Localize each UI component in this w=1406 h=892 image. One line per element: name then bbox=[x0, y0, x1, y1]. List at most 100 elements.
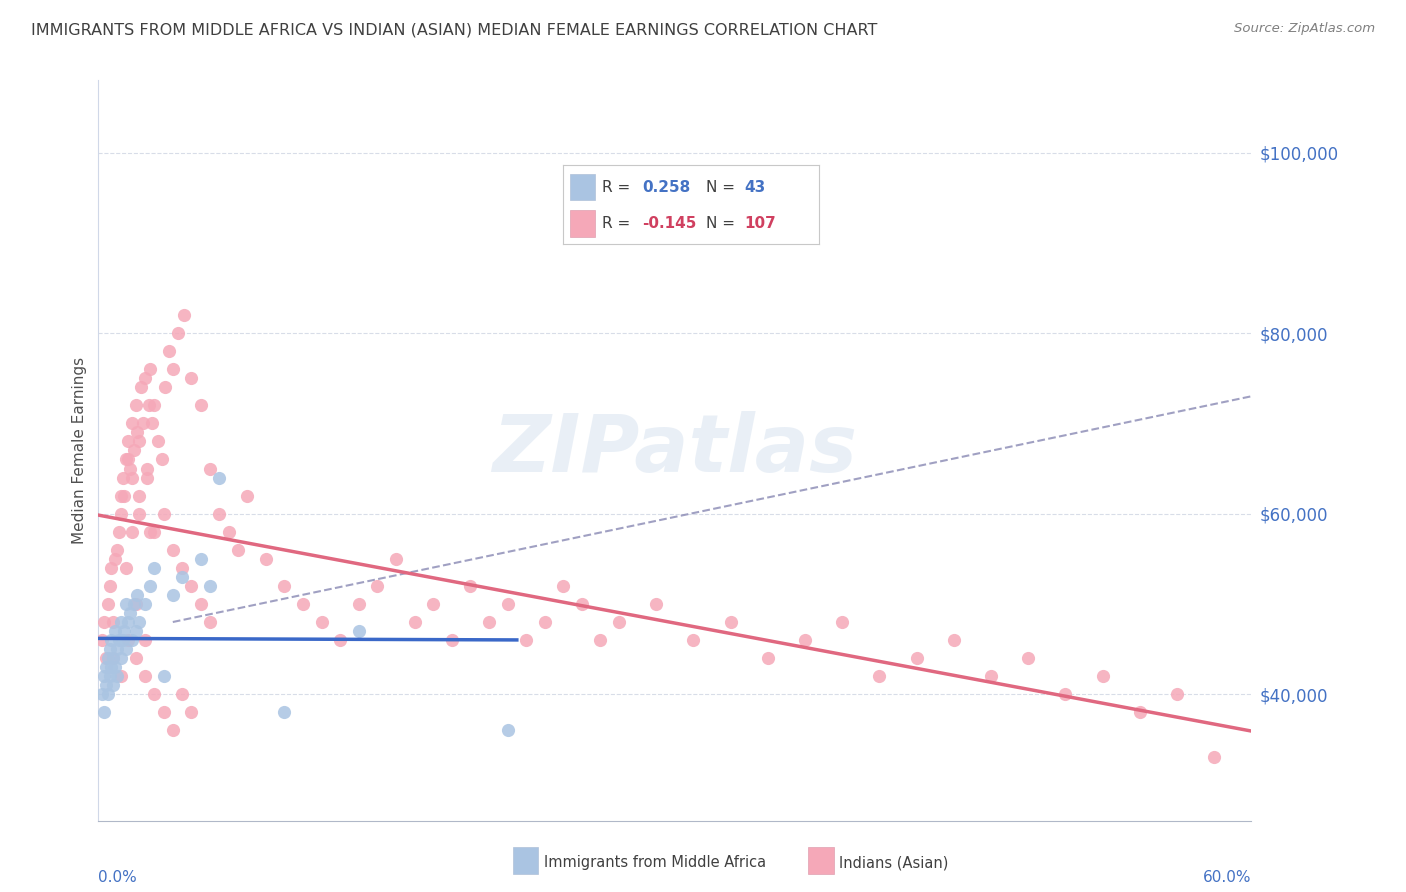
Point bbox=[97, 651, 120, 665]
Point bbox=[329, 633, 352, 648]
Point bbox=[162, 723, 184, 738]
Point bbox=[94, 660, 117, 674]
Point bbox=[104, 551, 127, 566]
Point bbox=[143, 524, 166, 539]
Point bbox=[91, 687, 114, 701]
Point bbox=[128, 615, 150, 629]
Point bbox=[98, 579, 121, 593]
Point bbox=[291, 597, 314, 611]
Point bbox=[198, 615, 221, 629]
Point bbox=[236, 489, 259, 503]
Point bbox=[1166, 687, 1188, 701]
Point bbox=[146, 434, 169, 449]
Point bbox=[100, 660, 122, 674]
Point bbox=[190, 551, 212, 566]
Point bbox=[110, 615, 132, 629]
Text: R =: R = bbox=[602, 179, 636, 194]
Point bbox=[128, 489, 150, 503]
Point bbox=[127, 588, 149, 602]
Point bbox=[110, 507, 132, 521]
Point bbox=[122, 597, 145, 611]
Text: IMMIGRANTS FROM MIDDLE AFRICA VS INDIAN (ASIAN) MEDIAN FEMALE EARNINGS CORRELATI: IMMIGRANTS FROM MIDDLE AFRICA VS INDIAN … bbox=[31, 22, 877, 37]
Point bbox=[132, 417, 155, 431]
Point bbox=[496, 723, 519, 738]
Point bbox=[103, 651, 125, 665]
Point bbox=[122, 443, 145, 458]
Point bbox=[385, 551, 408, 566]
Point bbox=[190, 597, 212, 611]
Point bbox=[124, 597, 146, 611]
FancyBboxPatch shape bbox=[571, 211, 595, 236]
Point bbox=[208, 470, 231, 484]
Point bbox=[100, 633, 122, 648]
Point bbox=[117, 434, 139, 449]
Point bbox=[134, 669, 156, 683]
Text: 0.258: 0.258 bbox=[643, 179, 690, 194]
Point bbox=[114, 624, 136, 638]
Point bbox=[198, 579, 221, 593]
Point bbox=[98, 642, 121, 657]
Point bbox=[404, 615, 426, 629]
Point bbox=[273, 579, 295, 593]
Point bbox=[121, 524, 143, 539]
Point bbox=[110, 651, 132, 665]
Point bbox=[152, 706, 174, 720]
Point bbox=[190, 398, 212, 412]
Point bbox=[127, 425, 149, 440]
Point bbox=[180, 579, 202, 593]
Point bbox=[124, 651, 146, 665]
Text: 60.0%: 60.0% bbox=[1204, 871, 1251, 885]
Point bbox=[103, 615, 125, 629]
Point bbox=[105, 642, 128, 657]
Text: Immigrants from Middle Africa: Immigrants from Middle Africa bbox=[544, 855, 766, 870]
Point bbox=[97, 597, 120, 611]
Point bbox=[794, 633, 817, 648]
Text: N =: N = bbox=[706, 179, 740, 194]
Point bbox=[366, 579, 388, 593]
Point bbox=[720, 615, 742, 629]
Point bbox=[162, 542, 184, 557]
Point bbox=[162, 362, 184, 376]
Point bbox=[135, 461, 157, 475]
Point bbox=[273, 706, 295, 720]
Point bbox=[139, 524, 162, 539]
Point bbox=[110, 669, 132, 683]
Point bbox=[980, 669, 1002, 683]
Point bbox=[157, 344, 180, 359]
Point bbox=[104, 660, 127, 674]
Text: -0.145: -0.145 bbox=[643, 216, 696, 231]
Point bbox=[100, 561, 122, 575]
Point bbox=[104, 624, 127, 638]
Point bbox=[98, 669, 121, 683]
Text: N =: N = bbox=[706, 216, 740, 231]
Point bbox=[496, 597, 519, 611]
Text: 0.0%: 0.0% bbox=[98, 871, 138, 885]
Point bbox=[115, 642, 138, 657]
Point bbox=[111, 633, 134, 648]
Text: ZIPatlas: ZIPatlas bbox=[492, 411, 858, 490]
Point bbox=[218, 524, 240, 539]
Point bbox=[682, 633, 704, 648]
Point bbox=[756, 651, 779, 665]
Point bbox=[347, 624, 370, 638]
Point bbox=[93, 615, 115, 629]
Point bbox=[460, 579, 482, 593]
Point bbox=[152, 507, 174, 521]
Point bbox=[208, 507, 231, 521]
Point bbox=[121, 633, 143, 648]
Point bbox=[117, 452, 139, 467]
Point bbox=[942, 633, 965, 648]
Point bbox=[121, 470, 143, 484]
Point bbox=[1017, 651, 1039, 665]
Point bbox=[831, 615, 853, 629]
Point bbox=[108, 524, 131, 539]
Point bbox=[347, 597, 370, 611]
Point bbox=[905, 651, 928, 665]
Point bbox=[172, 570, 194, 584]
Point bbox=[143, 398, 166, 412]
Point bbox=[533, 615, 555, 629]
Point bbox=[173, 308, 195, 322]
Point bbox=[180, 371, 202, 385]
Point bbox=[103, 678, 125, 692]
Point bbox=[117, 615, 139, 629]
